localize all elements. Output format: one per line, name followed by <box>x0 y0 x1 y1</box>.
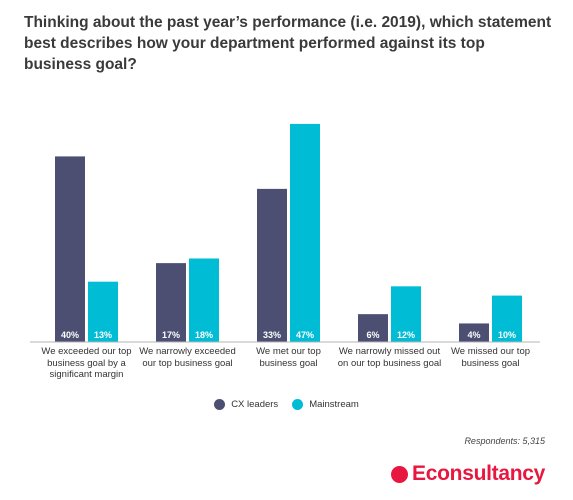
category-label-met: We met our top business goal <box>256 346 321 369</box>
data-label-cx-leaders-missed: 4% <box>467 330 480 340</box>
bar-cx-leaders-exceeded-significantly <box>55 156 85 342</box>
bar-mainstream-met <box>290 123 320 342</box>
bar-cx-leaders-narrowly-exceeded <box>156 263 186 342</box>
respondents-note: Respondents: 5,315 <box>464 436 545 446</box>
legend-item-mainstream: Mainstream <box>292 399 359 410</box>
bar-cx-leaders-met <box>257 188 287 342</box>
chart-title: Thinking about the past year’s performan… <box>24 14 552 73</box>
data-label-cx-leaders-exceeded-significantly: 40% <box>61 330 79 340</box>
legend-item-cx-leaders: CX leaders <box>214 399 278 410</box>
category-label-missed: We missed our top business goal <box>450 346 531 369</box>
legend-swatch-mainstream <box>292 399 304 410</box>
data-label-mainstream-narrowly-exceeded: 18% <box>195 330 213 340</box>
bar-cx-leaders-missed <box>459 323 489 342</box>
bar-mainstream-exceeded-significantly <box>88 281 118 342</box>
data-label-mainstream-missed: 10% <box>498 330 516 340</box>
bar-mainstream-narrowly-exceeded <box>189 258 219 342</box>
legend: CX leaders Mainstream <box>0 399 573 410</box>
legend-label-cx-leaders: CX leaders <box>231 399 279 410</box>
category-label-narrowly-exceeded: We narrowly exceeded our top business go… <box>139 346 236 369</box>
brand-logo: Econsultancy <box>391 462 545 486</box>
bar-mainstream-missed <box>492 295 522 342</box>
data-label-mainstream-met: 47% <box>296 330 314 340</box>
data-label-mainstream-exceeded-significantly: 13% <box>94 330 112 340</box>
data-label-mainstream-narrowly-missed: 12% <box>397 330 415 340</box>
bar-mainstream-narrowly-missed <box>391 286 421 342</box>
data-label-cx-leaders-narrowly-exceeded: 17% <box>162 330 180 340</box>
brand-dot-icon <box>391 465 409 483</box>
bar-cx-leaders-narrowly-missed <box>358 314 388 342</box>
data-label-cx-leaders-met: 33% <box>263 330 281 340</box>
data-label-cx-leaders-narrowly-missed: 6% <box>366 330 379 340</box>
brand-name: Econsultancy <box>412 462 545 485</box>
category-label-exceeded-significantly: We exceeded our top business goal by a s… <box>41 346 132 380</box>
legend-swatch-cx-leaders <box>214 399 226 410</box>
legend-label-mainstream: Mainstream <box>309 399 359 410</box>
category-label-narrowly-missed: We narrowly missed out on our top busine… <box>337 346 442 369</box>
